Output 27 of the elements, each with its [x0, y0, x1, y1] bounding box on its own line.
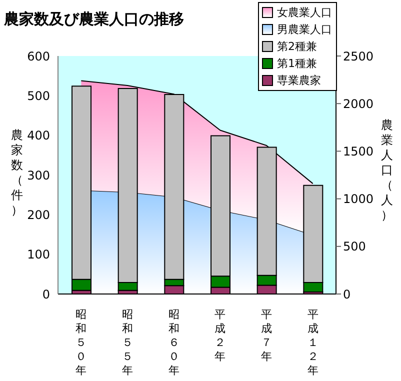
- y2-tick-label: 2500: [343, 49, 374, 64]
- y2-tick-label: 0: [343, 287, 351, 302]
- legend-label: 第2種兼: [277, 39, 317, 54]
- y2-tick-label: 2000: [343, 96, 374, 111]
- legend-label: 専業農家: [277, 73, 321, 88]
- legend-label: 女農業人口: [277, 5, 332, 20]
- x-tick-label: 平成２年: [214, 308, 226, 363]
- x-tick-label: 平成７年: [261, 308, 272, 363]
- y-tick-label: 100: [27, 248, 50, 262]
- y-tick-label: 500: [27, 88, 50, 103]
- legend-label: 第1種兼: [277, 56, 317, 71]
- x-tick-label: 昭和５０年: [76, 308, 87, 377]
- chart-title: 農家数及び農業人口の推移: [4, 10, 184, 29]
- y-tick-label: 400: [27, 128, 50, 143]
- y-axis-title: 農家数（件）: [10, 128, 24, 218]
- x-tick-label: 昭和６０年: [168, 308, 180, 377]
- y2-tick-label: 500: [343, 240, 366, 254]
- y2-tick-label: 1500: [343, 144, 374, 158]
- y-tick-label: 200: [27, 208, 50, 222]
- y2-tick-label: 1000: [343, 192, 374, 206]
- y-tick-label: 300: [27, 168, 50, 182]
- x-tick-label: 平成１２年: [307, 308, 318, 377]
- y-tick-label: 0: [42, 287, 50, 302]
- y-tick-label: 600: [27, 49, 50, 64]
- y2-axis-title: 農業人口（人）: [380, 118, 394, 223]
- legend-label: 男農業人口: [277, 22, 332, 37]
- x-tick-label: 昭和５５年: [122, 308, 133, 377]
